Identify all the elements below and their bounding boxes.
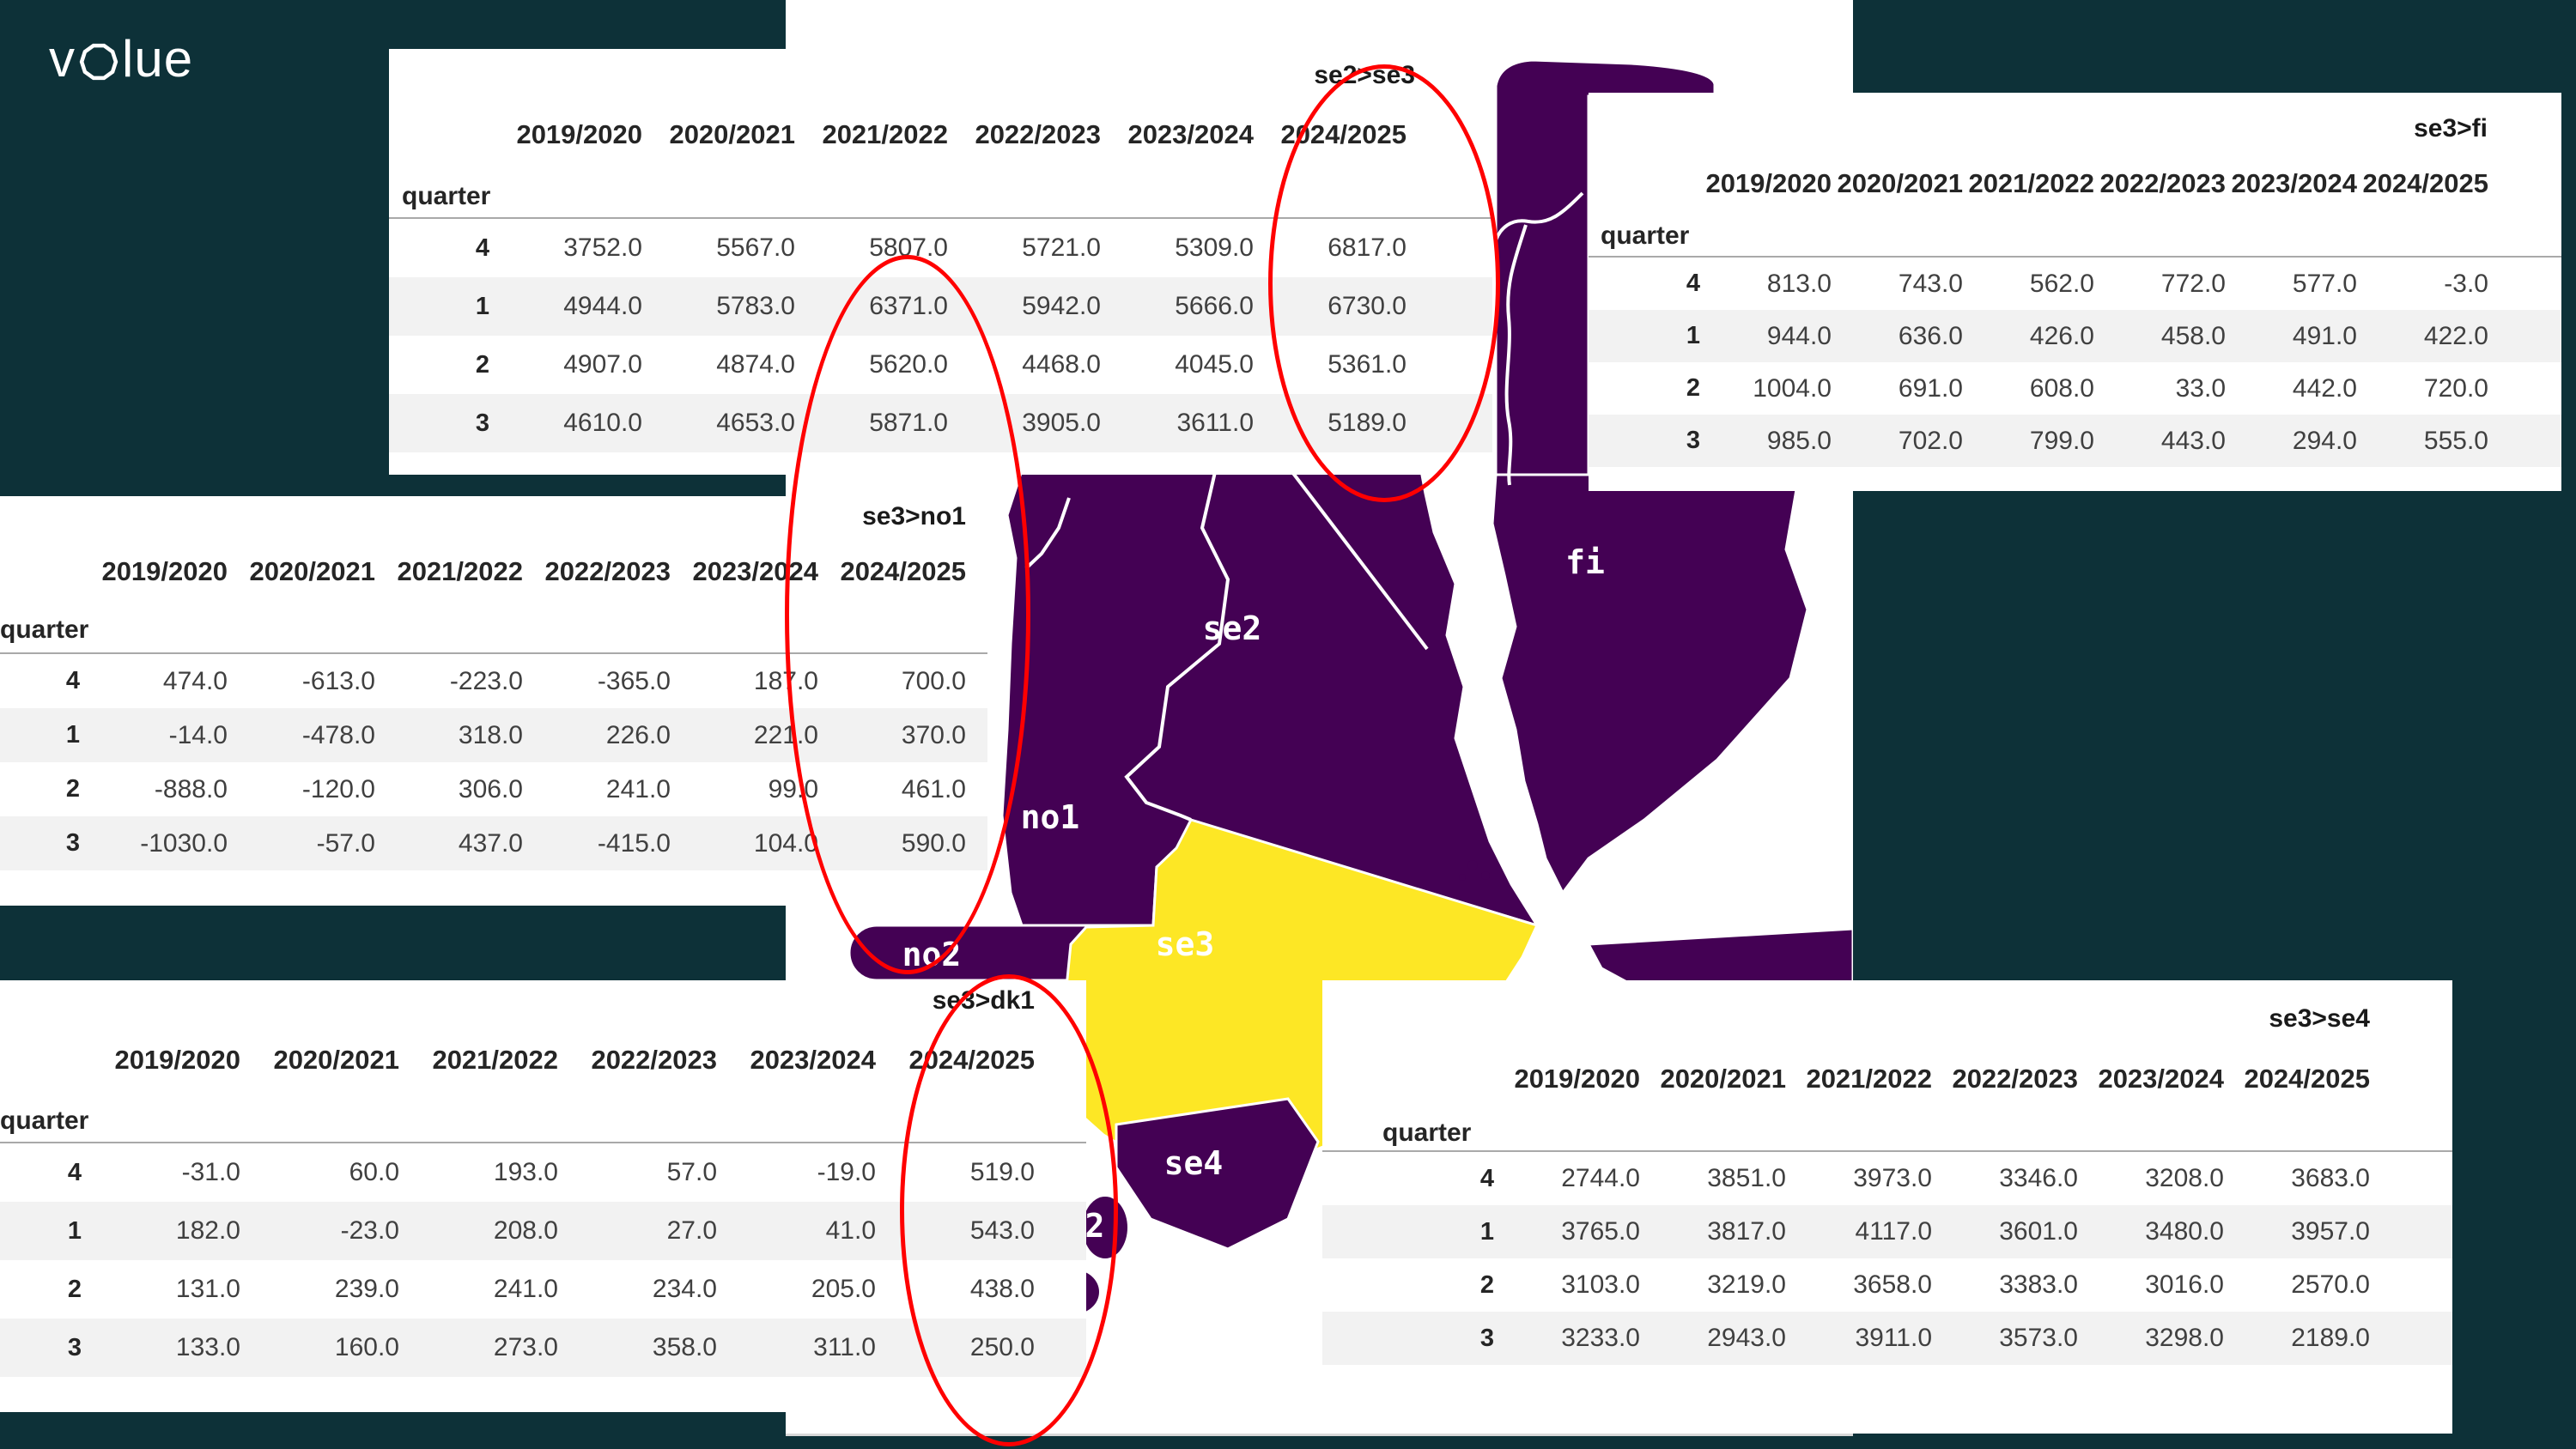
col-header: 2019/2020 bbox=[1705, 168, 1832, 198]
col-header: 2022/2023 bbox=[1952, 1064, 2078, 1094]
table-title: se3>dk1 bbox=[932, 986, 1035, 1015]
row-header-quarter: quarter bbox=[1382, 1119, 1472, 1147]
column-headers: 2019/2020 2020/2021 2021/2022 2022/2023 … bbox=[0, 1020, 1086, 1100]
col-header: 2023/2024 bbox=[1127, 119, 1254, 149]
table-se3-fi: se3>fi 2019/2020 2020/2021 2021/2022 202… bbox=[1589, 93, 2561, 491]
col-header: 2021/2022 bbox=[397, 556, 523, 586]
table-row[interactable]: 4 3752.0 5567.0 5807.0 5721.0 5309.0 681… bbox=[475, 233, 1406, 262]
map-label-se3: se3 bbox=[1156, 925, 1215, 963]
map-label-dk2: 2 bbox=[1085, 1207, 1105, 1245]
col-header: 2024/2025 bbox=[840, 556, 966, 586]
col-header: 2023/2024 bbox=[692, 556, 818, 586]
table-row[interactable]: 3 3233.0 2943.0 3911.0 3573.0 3298.0 218… bbox=[1322, 1312, 2452, 1365]
header-divider bbox=[0, 652, 987, 654]
table-row[interactable]: 1 4944.0 5783.0 6371.0 5942.0 5666.0 673… bbox=[389, 277, 1492, 336]
column-headers: 2019/2020 2020/2021 2021/2022 2022/2023 … bbox=[1322, 1042, 2452, 1116]
col-header: 2022/2023 bbox=[975, 119, 1101, 149]
col-header: 2021/2022 bbox=[1968, 168, 2094, 198]
row-header-quarter: quarter bbox=[0, 1106, 89, 1135]
map-label-fi: fi bbox=[1565, 543, 1605, 581]
table-se3-dk1: se3>dk1 2019/2020 2020/2021 2021/2022 20… bbox=[0, 980, 1086, 1412]
column-headers: 2019/2020 2020/2021 2021/2022 2022/2023 … bbox=[389, 94, 1492, 176]
table-title: se3>no1 bbox=[862, 502, 966, 530]
col-header: 2020/2021 bbox=[249, 556, 375, 586]
border-se-fi bbox=[1494, 191, 1584, 486]
header-divider bbox=[0, 1142, 1086, 1143]
column-headers: 2019/2020 2020/2021 2021/2022 2022/2023 … bbox=[1589, 151, 2561, 216]
col-header: 2019/2020 bbox=[1514, 1064, 1640, 1094]
col-header: 2022/2023 bbox=[2099, 168, 2226, 198]
col-header: 2024/2025 bbox=[2362, 168, 2488, 198]
col-header: 2020/2021 bbox=[1837, 168, 1963, 198]
col-header: 2023/2024 bbox=[750, 1045, 876, 1075]
table-row[interactable]: 3 985.0 702.0 799.0 443.0 294.0 555.0 bbox=[1589, 415, 2561, 467]
table-row[interactable]: 2 4907.0 4874.0 5620.0 4468.0 4045.0 536… bbox=[475, 350, 1406, 379]
table-row[interactable]: 2 1004.0 691.0 608.0 33.0 442.0 720.0 bbox=[1686, 373, 2488, 403]
col-header: 2022/2023 bbox=[591, 1045, 717, 1075]
map-label-se4: se4 bbox=[1164, 1144, 1224, 1182]
table-row[interactable]: 4 2744.0 3851.0 3973.0 3346.0 3208.0 368… bbox=[1479, 1164, 2370, 1192]
col-header: 2020/2021 bbox=[273, 1045, 399, 1075]
header-divider bbox=[1322, 1150, 2452, 1152]
col-header: 2024/2025 bbox=[2244, 1064, 2370, 1094]
table-se3-no1: se3>no1 2019/2020 2020/2021 2021/2022 20… bbox=[0, 496, 987, 906]
col-header: 2023/2024 bbox=[2231, 168, 2357, 198]
col-header: 2020/2021 bbox=[669, 119, 795, 149]
table-row[interactable]: 1 -14.0 -478.0 318.0 226.0 221.0 370.0 bbox=[0, 708, 987, 762]
logo-letters-lue: lue bbox=[122, 30, 194, 88]
region-se4-shape[interactable] bbox=[1115, 1097, 1320, 1251]
table-row[interactable]: 4 -31.0 60.0 193.0 57.0 -19.0 519.0 bbox=[67, 1158, 1035, 1186]
table-row[interactable]: 1 3765.0 3817.0 4117.0 3601.0 3480.0 395… bbox=[1322, 1205, 2452, 1258]
row-header-quarter: quarter bbox=[0, 615, 89, 644]
col-header: 2019/2020 bbox=[516, 119, 642, 149]
column-headers: 2019/2020 2020/2021 2021/2022 2022/2023 … bbox=[0, 536, 987, 608]
table-row[interactable]: 1 944.0 636.0 426.0 458.0 491.0 422.0 bbox=[1589, 310, 2561, 362]
table-se2-se3: se2>se3 2019/2020 2020/2021 2021/2022 20… bbox=[389, 49, 1492, 475]
table-row[interactable]: 2 3103.0 3219.0 3658.0 3383.0 3016.0 257… bbox=[1479, 1270, 2370, 1299]
table-row[interactable]: 3 133.0 160.0 273.0 358.0 311.0 250.0 bbox=[0, 1319, 1086, 1377]
table-row[interactable]: 3 4610.0 4653.0 5871.0 3905.0 3611.0 518… bbox=[389, 394, 1492, 452]
col-header: 2019/2020 bbox=[114, 1045, 240, 1075]
col-header: 2019/2020 bbox=[101, 556, 228, 586]
volue-logo-polygon-o-icon bbox=[79, 43, 118, 80]
region-fi-north-arm[interactable] bbox=[1494, 58, 1716, 482]
map-label-no2: no2 bbox=[902, 936, 962, 973]
table-row[interactable]: 2 131.0 239.0 241.0 234.0 205.0 438.0 bbox=[67, 1275, 1035, 1303]
header-divider bbox=[389, 217, 1492, 219]
map-label-no1: no1 bbox=[1021, 798, 1080, 836]
border-no-regions bbox=[1024, 497, 1071, 570]
map-label-se2: se2 bbox=[1203, 609, 1262, 647]
col-header: 2024/2025 bbox=[1280, 119, 1406, 149]
region-fi-shape[interactable] bbox=[1491, 473, 1809, 895]
row-header-quarter: quarter bbox=[1601, 221, 1690, 250]
aland-island-dot bbox=[1481, 871, 1490, 880]
row-header-quarter: quarter bbox=[402, 182, 491, 210]
col-header: 2021/2022 bbox=[432, 1045, 558, 1075]
table-se3-se4: se3>se4 2019/2020 2020/2021 2021/2022 20… bbox=[1322, 980, 2452, 1434]
col-header: 2024/2025 bbox=[908, 1045, 1035, 1075]
col-header: 2020/2021 bbox=[1660, 1064, 1786, 1094]
table-title: se3>fi bbox=[2414, 114, 2488, 142]
col-header: 2021/2022 bbox=[822, 119, 948, 149]
table-title: se2>se3 bbox=[1314, 61, 1415, 89]
table-title: se3>se4 bbox=[2269, 1004, 2370, 1033]
table-row[interactable]: 4 474.0 -613.0 -223.0 -365.0 187.0 700.0 bbox=[65, 666, 966, 695]
col-header: 2022/2023 bbox=[544, 556, 671, 586]
aland-island-dot bbox=[1459, 874, 1466, 881]
header-divider bbox=[1589, 256, 2561, 258]
col-header: 2023/2024 bbox=[2098, 1064, 2224, 1094]
aland-island-dot bbox=[1467, 860, 1478, 870]
table-row[interactable]: 1 182.0 -23.0 208.0 27.0 41.0 543.0 bbox=[0, 1202, 1086, 1260]
table-row[interactable]: 4 813.0 743.0 562.0 772.0 577.0 -3.0 bbox=[1686, 269, 2488, 298]
table-row[interactable]: 2 -888.0 -120.0 306.0 241.0 99.0 461.0 bbox=[65, 774, 966, 803]
border-no1-se2 bbox=[1124, 471, 1230, 822]
volue-logo: v lue bbox=[49, 29, 193, 88]
logo-letter-v: v bbox=[49, 30, 76, 88]
table-row[interactable]: 3 -1030.0 -57.0 437.0 -415.0 104.0 590.0 bbox=[0, 816, 987, 870]
col-header: 2021/2022 bbox=[1806, 1064, 1932, 1094]
